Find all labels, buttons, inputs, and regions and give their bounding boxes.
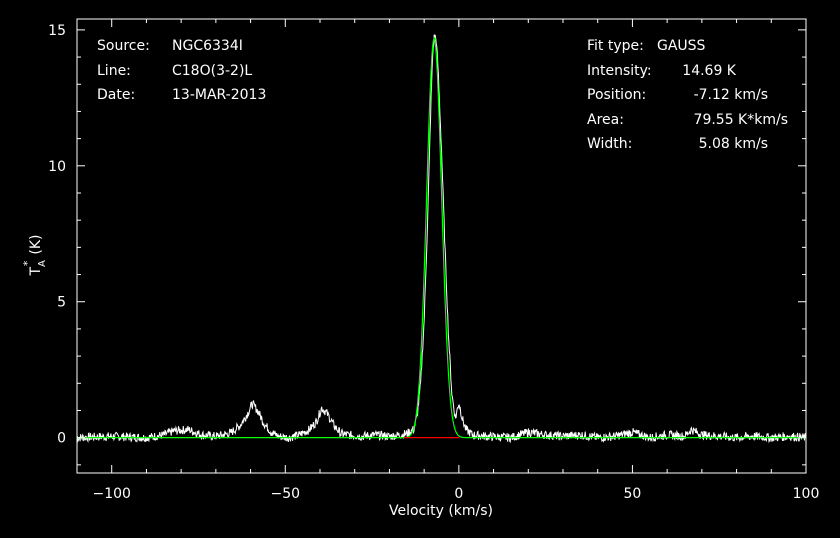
axis-ticks: −100 −50 0 50 100 0 5 10 15 xyxy=(48,19,819,502)
info-source-label: Source: xyxy=(97,38,150,54)
info-width-value: 5.08 km/s xyxy=(699,136,768,152)
y-axis-label-sub: A xyxy=(37,260,48,267)
info-left-panel: Source: NGC6334I Line: C18O(3-2)L Date: … xyxy=(97,38,266,103)
x-tick-label: 0 xyxy=(454,486,463,502)
y-axis-label-unit: (K) xyxy=(28,234,44,254)
info-area-value: 79.55 K*km/s xyxy=(694,112,788,128)
x-tick-label: 100 xyxy=(793,486,820,502)
y-axis-label-main: T xyxy=(28,267,44,277)
info-date-label: Date: xyxy=(97,87,135,103)
info-right-panel: Fit type: GAUSS Intensity: 14.69 K Posit… xyxy=(587,38,788,152)
x-tick-label: −100 xyxy=(92,486,130,502)
x-tick-label: 50 xyxy=(624,486,642,502)
info-source-value: NGC6334I xyxy=(172,38,243,54)
y-tick-label: 0 xyxy=(57,431,66,447)
info-area-label: Area: xyxy=(587,112,624,128)
chart-marks xyxy=(76,34,807,444)
info-position-value: -7.12 km/s xyxy=(694,87,768,103)
info-position-label: Position: xyxy=(587,87,646,103)
plot-frame xyxy=(76,18,807,474)
y-tick-label: 5 xyxy=(57,295,66,311)
info-intensity-value: 14.69 K xyxy=(682,63,737,79)
info-fit-type-label: Fit type: xyxy=(587,38,644,54)
info-line-label: Line: xyxy=(97,63,131,79)
info-date-value: 13-MAR-2013 xyxy=(172,87,266,103)
info-width-label: Width: xyxy=(587,136,632,152)
x-tick-label: −50 xyxy=(271,486,301,502)
info-fit-type-value: GAUSS xyxy=(657,38,706,54)
y-axis-label: TA* (K) xyxy=(21,234,48,276)
y-tick-label: 15 xyxy=(48,23,66,39)
x-axis-label: Velocity (km/s) xyxy=(389,503,493,519)
info-intensity-label: Intensity: xyxy=(587,63,652,79)
y-tick-label: 10 xyxy=(48,159,66,175)
plot-frame-rect xyxy=(76,18,807,474)
svg-text:TA*(K): TA* (K) xyxy=(21,234,48,276)
series-gauss-fit-line xyxy=(77,36,806,439)
y-axis-label-sup: * xyxy=(21,260,34,266)
info-line-value: C18O(3-2)L xyxy=(172,63,252,79)
